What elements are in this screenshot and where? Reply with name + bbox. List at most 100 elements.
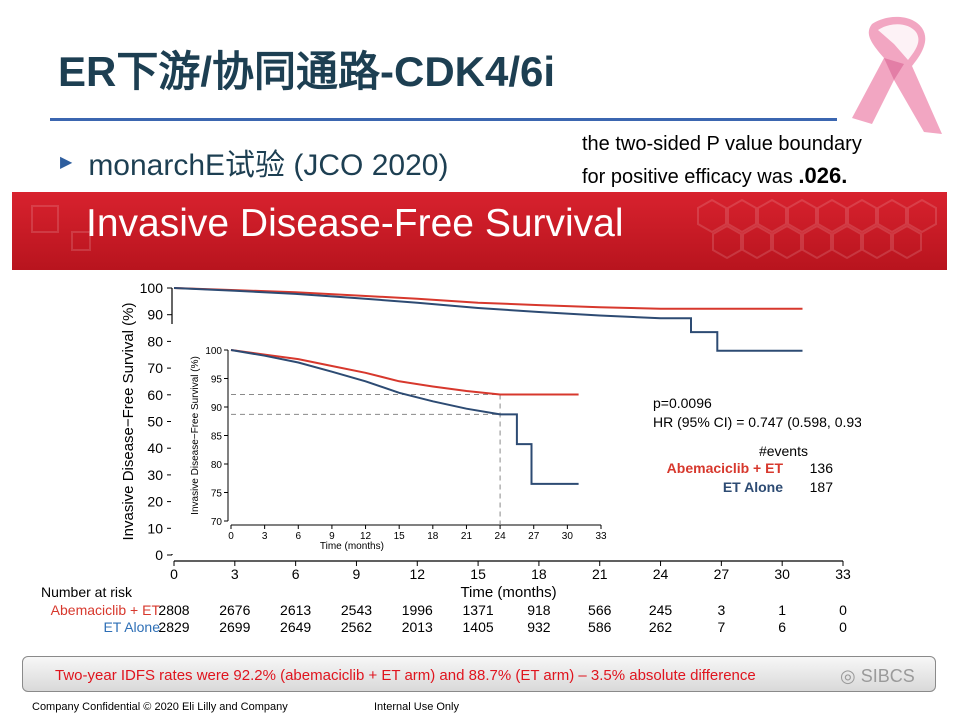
x-tick-label: 6 (292, 566, 300, 582)
banner-pattern (31, 198, 937, 260)
risk-count: 586 (588, 619, 612, 635)
inset-x-tick-label: 9 (329, 531, 335, 542)
watermark-text: SIBCS (860, 666, 915, 686)
inset-background (171, 324, 613, 554)
risk-count: 1405 (463, 619, 494, 635)
risk-count: 0 (839, 619, 847, 635)
inset-x-tick-label: 24 (495, 531, 507, 542)
rates-summary-box: Two-year IDFS rates were 92.2% (abemacic… (22, 656, 936, 692)
events-count: 187 (810, 479, 834, 495)
y-tick-label: 10 (147, 520, 163, 536)
title-underline (50, 118, 837, 121)
x-tick-label: 12 (409, 566, 425, 582)
risk-count: 2676 (219, 602, 250, 618)
bullet-text: monarchE试验 (JCO 2020) (88, 149, 449, 182)
y-tick-label: 80 (147, 333, 163, 349)
y-tick-label: 0 (155, 547, 163, 563)
rates-summary-text: Two-year IDFS rates were 92.2% (abemacic… (55, 667, 756, 684)
risk-count: 2829 (158, 619, 189, 635)
risk-count: 2699 (219, 619, 250, 635)
y-tick-label: 90 (147, 307, 163, 323)
footer-confidential: Company Confidential © 2020 Eli Lilly an… (32, 701, 288, 713)
inset-x-tick-label: 12 (360, 531, 372, 542)
y-tick-label: 60 (147, 387, 163, 403)
risk-count: 3 (717, 602, 725, 618)
banner-title: Invasive Disease-Free Survival (86, 202, 624, 245)
note-line-1: the two-sided P value boundary (582, 133, 862, 155)
inset-y-tick-label: 85 (211, 432, 223, 443)
x-tick-label: 18 (531, 566, 547, 582)
inset-x-tick-label: 3 (262, 531, 268, 542)
bullet-item: ▶ monarchE试验 (JCO 2020) (60, 140, 448, 184)
p-value-label: p=0.0096 (653, 395, 712, 411)
note-value: .026. (798, 163, 848, 188)
note-line-2-text: for positive efficacy was (582, 166, 793, 188)
p-value-note: the two-sided P value boundary for posit… (582, 128, 862, 193)
events-count: 136 (810, 460, 834, 476)
x-tick-label: 30 (774, 566, 790, 582)
inset-line-abemaciclib (230, 349, 579, 396)
hazard-ratio-label: HR (95% CI) = 0.747 (0.598, 0.932) (653, 414, 861, 430)
inset-y-tick-label: 70 (211, 517, 223, 528)
x-tick-label: 27 (714, 566, 730, 582)
survival-line-et-alone (173, 287, 803, 352)
inset-x-tick-label: 30 (562, 531, 574, 542)
inset-x-tick-label: 6 (295, 531, 301, 542)
inset-x-tick-label: 15 (394, 531, 406, 542)
y-tick-label: 30 (147, 467, 163, 483)
inset-x-tick-label: 33 (595, 531, 607, 542)
y-tick-label: 50 (147, 414, 163, 430)
x-tick-label: 9 (353, 566, 361, 582)
risk-count: 2649 (280, 619, 311, 635)
y-tick-label: 100 (140, 280, 164, 296)
inset-x-tick-label: 18 (427, 531, 439, 542)
bullet-arrow-icon: ▶ (60, 154, 73, 171)
pink-ribbon-icon (852, 16, 942, 134)
risk-count: 918 (527, 602, 551, 618)
x-tick-label: 3 (231, 566, 239, 582)
x-tick-label: 33 (835, 566, 851, 582)
inset-y-tick-label: 80 (211, 460, 223, 471)
risk-count: 262 (649, 619, 673, 635)
risk-count: 1996 (402, 602, 433, 618)
x-axis-title: Time (months) (460, 584, 556, 601)
risk-count: 1 (778, 602, 786, 618)
events-arm-label: ET Alone (723, 479, 783, 495)
km-chart-frame: 0 10 20 30 40 50 60 70 80 90 100 0 3 6 9 12 15 18 21 24 27 30… (31, 272, 874, 637)
risk-count: 2613 (280, 602, 311, 618)
risk-count: 7 (717, 619, 725, 635)
risk-count: 566 (588, 602, 612, 618)
watermark: ◎ SIBCS (840, 666, 915, 686)
inset-y-tick-label: 90 (211, 403, 223, 414)
footer-internal: Internal Use Only (374, 701, 459, 713)
slide-title: ER下游/协同通路-CDK4/6i (58, 48, 556, 95)
section-banner: Invasive Disease-Free Survival (12, 192, 947, 270)
inset-x-axis-title: Time (months) (320, 541, 384, 552)
y-tick-label: 40 (147, 440, 163, 456)
risk-count: 932 (527, 619, 551, 635)
y-tick-label: 70 (147, 360, 163, 376)
x-tick-label: 21 (592, 566, 608, 582)
inset-y-axis-title: Invasive Disease−Free Survival (%) (190, 356, 201, 515)
risk-count: 2562 (341, 619, 372, 635)
survival-line-abemaciclib (173, 287, 803, 310)
risk-count: 2013 (402, 619, 433, 635)
events-header: #events (759, 443, 808, 459)
inset-y-tick-label: 100 (205, 346, 222, 357)
risk-arm-label: ET Alone (103, 619, 160, 635)
risk-count: 6 (778, 619, 786, 635)
y-axis-title: Invasive Disease−Free Survival (%) (120, 302, 137, 540)
risk-count: 245 (649, 602, 673, 618)
inset-x-tick-label: 0 (228, 531, 234, 542)
risk-count: 0 (839, 602, 847, 618)
inset-line-et-alone (230, 349, 579, 485)
risk-count: 1371 (463, 602, 494, 618)
inset-y-tick-label: 95 (211, 375, 223, 386)
y-tick-label: 20 (147, 494, 163, 510)
x-tick-label: 24 (653, 566, 669, 582)
inset-x-tick-label: 21 (461, 531, 473, 542)
x-tick-label: 0 (170, 566, 178, 582)
risk-arm-label: Abemaciclib + ET (51, 602, 161, 618)
risk-count: 2808 (158, 602, 189, 618)
